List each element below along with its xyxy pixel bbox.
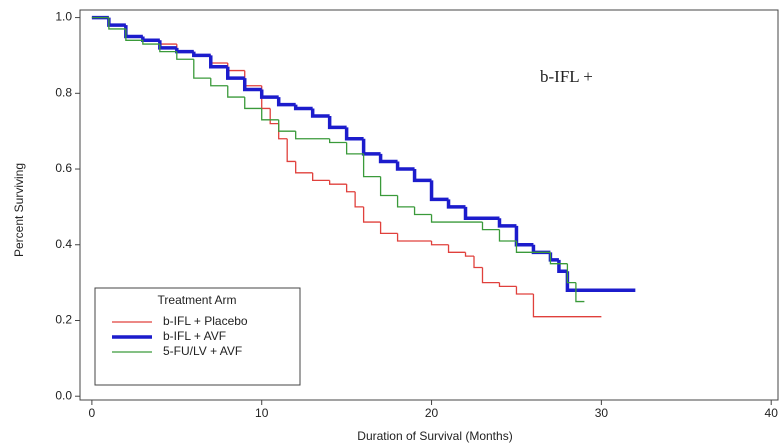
step-segment — [548, 252, 559, 262]
survival-curve — [91, 16, 585, 303]
step-segment — [193, 59, 211, 79]
x-axis-label: Duration of Survival (Months) — [357, 429, 512, 443]
step-segment — [227, 63, 245, 72]
step-segment — [244, 70, 262, 87]
step-segment — [481, 267, 500, 284]
step-segment — [327, 116, 347, 130]
y-axis-label: Percent Surviving — [12, 163, 26, 257]
step-segment — [286, 138, 296, 163]
y-tick-label: 0.4 — [55, 237, 72, 251]
step-segment — [226, 66, 245, 80]
step-segment — [227, 85, 245, 98]
step-segment — [261, 108, 279, 121]
step-segment — [276, 97, 296, 107]
step-segment — [464, 252, 475, 257]
step-segment — [362, 206, 381, 223]
step-segment — [176, 51, 194, 60]
step-segment — [446, 199, 466, 209]
step-segment — [328, 180, 347, 185]
survival-curve — [91, 16, 602, 318]
legend-label: b-IFL + Placebo — [163, 314, 248, 328]
step-segment — [532, 293, 602, 318]
step-segment — [463, 206, 500, 221]
step-segment — [396, 233, 432, 242]
step-segment — [244, 97, 262, 110]
step-segment — [192, 51, 211, 58]
step-segment — [557, 259, 568, 274]
step-segment — [498, 229, 517, 242]
step-segment — [361, 138, 381, 156]
y-tick-label: 0.2 — [55, 313, 72, 327]
step-segment — [430, 214, 483, 223]
step-segment — [107, 17, 126, 27]
step-segment — [430, 240, 449, 246]
x-tick-label: 20 — [425, 406, 439, 420]
y-tick-label: 0.6 — [55, 161, 72, 175]
plot-frame — [79, 9, 779, 401]
step-segment — [429, 180, 449, 202]
step-segment — [514, 225, 534, 247]
step-segment — [293, 104, 313, 111]
step-segment — [108, 17, 126, 30]
step-segment — [209, 55, 228, 69]
step-segment — [210, 78, 228, 87]
step-segment — [242, 78, 262, 92]
y-tick-label: 0.0 — [55, 388, 72, 402]
x-tick-label: 40 — [765, 406, 779, 420]
step-segment — [396, 195, 415, 208]
step-segment — [259, 89, 279, 99]
step-segment — [379, 176, 398, 197]
step-segment — [295, 161, 313, 174]
step-segment — [141, 36, 160, 43]
step-segment — [124, 25, 143, 39]
step-segment — [362, 153, 381, 178]
legend-title: Treatment Arm — [158, 293, 237, 307]
step-segment — [481, 222, 500, 231]
step-segment — [447, 244, 466, 253]
step-segment — [473, 256, 483, 269]
step-segment — [269, 108, 279, 125]
step-segment — [278, 119, 296, 132]
step-segment — [497, 218, 517, 228]
step-segment — [413, 206, 432, 216]
step-segment — [210, 55, 228, 64]
step-segment — [498, 282, 517, 288]
step-segment — [344, 127, 364, 141]
step-segment — [379, 222, 398, 235]
step-segment — [515, 240, 551, 253]
step-segment — [175, 47, 194, 54]
step-segment — [378, 153, 398, 164]
step-segment — [142, 40, 160, 45]
step-segment — [575, 282, 585, 303]
x-tick-label: 0 — [89, 406, 96, 420]
step-segment — [328, 138, 347, 144]
y-tick-label: 1.0 — [55, 10, 72, 24]
y-tick-label: 0.8 — [55, 85, 72, 99]
x-tick-label: 10 — [255, 406, 269, 420]
step-segment — [515, 286, 534, 295]
annotation: b-IFL + — [540, 67, 593, 86]
legend-label: b-IFL + AVF — [163, 329, 226, 343]
step-segment — [549, 252, 568, 265]
step-segment — [312, 172, 330, 182]
step-segment — [395, 161, 415, 171]
step-segment — [345, 184, 356, 193]
step-segment — [566, 263, 576, 284]
step-segment — [159, 44, 177, 53]
legend-label: 5-FU/LV + AVF — [163, 344, 242, 358]
step-segment — [125, 28, 143, 41]
x-tick-label: 30 — [595, 406, 609, 420]
step-segment — [310, 108, 330, 118]
step-segment — [412, 169, 432, 183]
step-segment — [159, 40, 177, 45]
step-segment — [565, 271, 636, 292]
step-segment — [345, 142, 364, 155]
step-segment — [354, 191, 364, 208]
step-segment — [295, 131, 330, 140]
step-segment — [531, 244, 551, 255]
